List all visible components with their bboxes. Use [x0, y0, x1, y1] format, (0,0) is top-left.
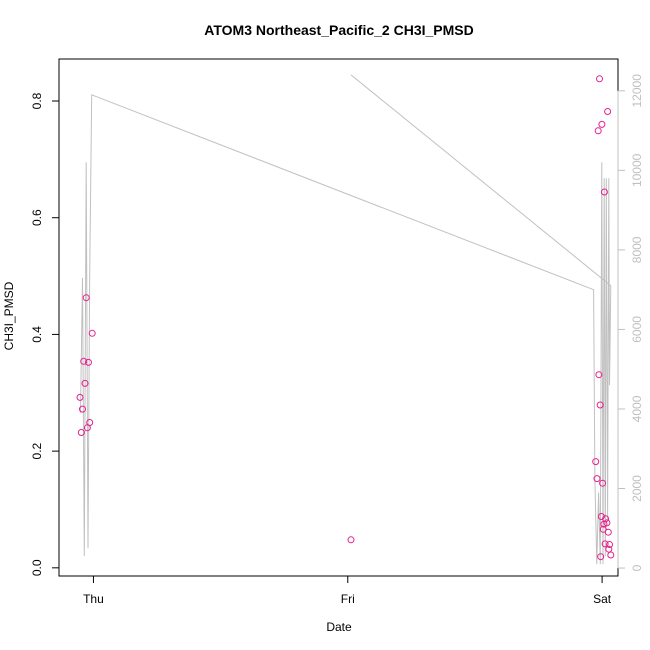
series-line — [80, 74, 612, 565]
x-tick-label: Thu — [83, 592, 104, 606]
y2-tick-label: 4000 — [630, 395, 644, 422]
data-point — [607, 551, 615, 559]
y-tick-label: 0.8 — [30, 92, 44, 109]
y2-tick-label: 12000 — [630, 74, 644, 108]
data-point — [603, 519, 611, 527]
data-point — [600, 188, 608, 196]
data-point — [601, 540, 609, 548]
data-point — [599, 479, 607, 487]
y2-tick-label: 6000 — [630, 316, 644, 343]
y-tick-label: 0.0 — [30, 559, 44, 576]
y-tick-label: 0.4 — [30, 326, 44, 343]
data-point — [592, 458, 600, 466]
data-point — [606, 541, 613, 548]
y2-tick-label: 8000 — [630, 236, 644, 263]
data-point — [85, 358, 92, 366]
plot-frame — [58, 58, 619, 577]
data-point — [602, 515, 610, 523]
data-point — [347, 536, 355, 544]
data-point — [597, 553, 605, 561]
data-point — [595, 371, 603, 379]
data-point — [594, 127, 602, 135]
y2-tick-label: 2000 — [630, 475, 644, 502]
secondary-line-series — [80, 74, 612, 565]
x-axis-label: Date — [326, 620, 352, 634]
data-point — [80, 357, 88, 365]
data-point — [596, 401, 604, 409]
data-point — [598, 120, 606, 128]
data-point — [88, 329, 96, 337]
x-tick-label: Fri — [341, 592, 355, 606]
y2-tick-label: 0 — [630, 564, 644, 571]
y-axis-left: 0.0 0.2 0.4 0.6 0.8 — [30, 92, 60, 576]
data-point — [604, 108, 612, 115]
data-point — [596, 75, 603, 83]
y2-tick-label: 10000 — [630, 153, 644, 187]
x-axis: Thu Fri Sat — [83, 575, 612, 606]
data-point — [79, 405, 86, 413]
plot-area — [58, 58, 619, 577]
data-point — [593, 475, 601, 483]
y-axis-label: CH3I_PMSD — [2, 281, 16, 350]
data-point — [604, 528, 612, 536]
y-axis-right: 0 2000 4000 6000 8000 10000 12000 — [617, 74, 644, 571]
data-point — [82, 294, 90, 302]
data-point — [597, 513, 605, 520]
y-tick-label: 0.6 — [30, 209, 44, 226]
y-tick-label: 0.2 — [30, 442, 44, 459]
chart-title: ATOM3 Northeast_Pacific_2 CH3I_PMSD — [204, 22, 473, 38]
x-tick-label: Sat — [593, 592, 612, 606]
data-point — [86, 419, 94, 426]
data-point — [599, 525, 607, 533]
data-point — [81, 379, 89, 387]
scatter-series — [76, 75, 615, 561]
data-point — [77, 429, 85, 436]
data-point — [76, 393, 84, 401]
